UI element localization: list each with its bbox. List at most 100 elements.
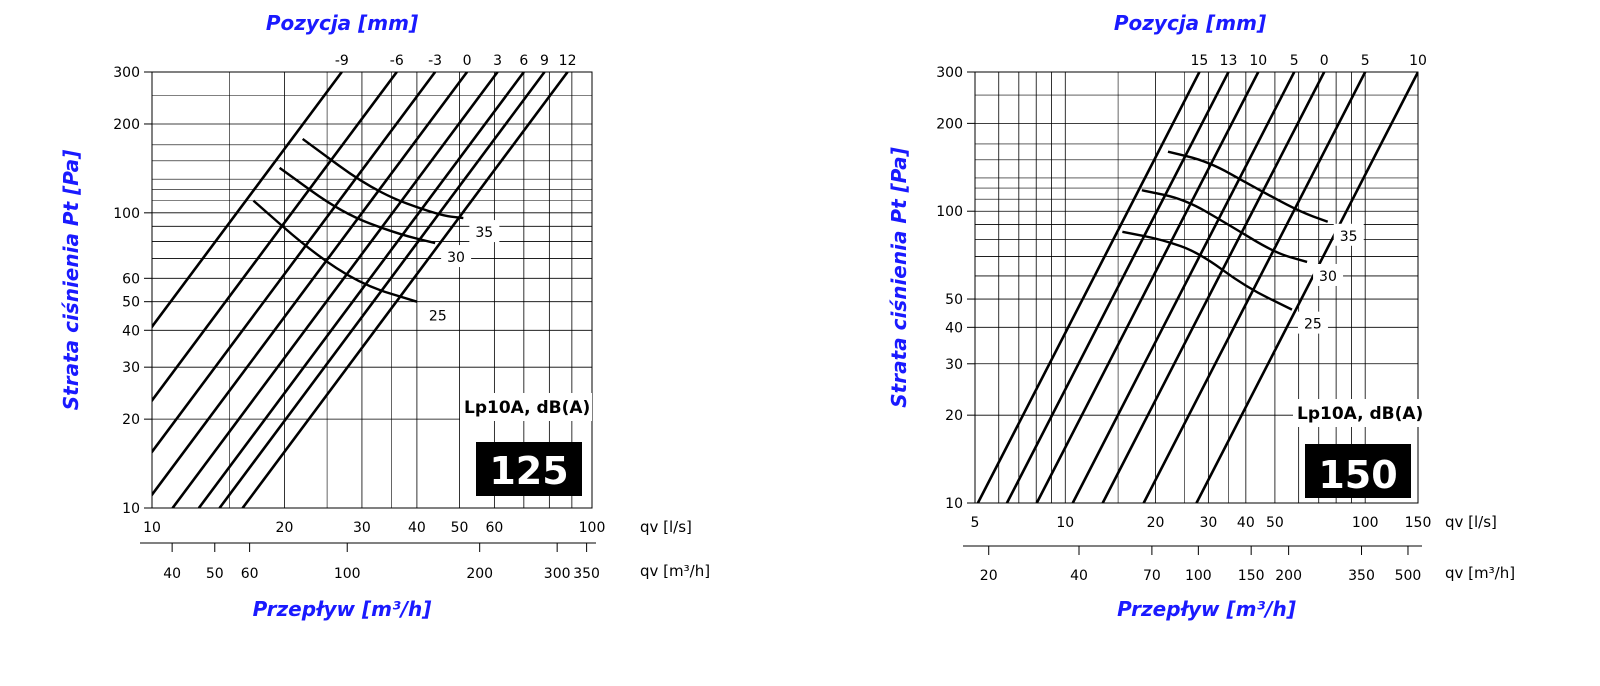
position-tick-label: 12 (559, 53, 577, 69)
position-line-0 (976, 72, 1201, 503)
position-tick-label: 15 (1190, 53, 1208, 69)
x-tick-label-ls: 20 (276, 520, 294, 536)
position-tick-label: 10 (1409, 53, 1427, 69)
x-tick-label-ls: 100 (1352, 515, 1379, 531)
x-unit-ls: qv [l/s] (1445, 513, 1497, 531)
y-tick-label: 200 (113, 117, 140, 133)
noise-label-bg (1297, 311, 1328, 334)
size-badge-label: 150 (1318, 453, 1397, 497)
noise-curve-35 (301, 137, 464, 220)
y-tick-label: 10 (945, 496, 963, 512)
x-tick-label-m3h: 500 (1395, 568, 1422, 584)
position-line-0 (152, 72, 343, 329)
noise-curve-30 (278, 166, 436, 245)
x-tick-label-m3h: 150 (1238, 568, 1265, 584)
x-tick-label-ls: 40 (1237, 515, 1255, 531)
y-tick-label: 200 (936, 116, 963, 132)
position-tick-label: -9 (335, 53, 349, 69)
x-tick-label-ls: 10 (1056, 515, 1074, 531)
y-tick-label: 40 (945, 320, 963, 336)
noise-curve-label-35: 35 (1340, 229, 1358, 245)
noise-curve-25 (252, 199, 418, 303)
position-line-4 (171, 72, 499, 508)
noise-label-bg (1293, 399, 1425, 427)
x-tick-label-m3h: 350 (1348, 568, 1375, 584)
y-tick-label: 300 (936, 65, 963, 81)
chart-125: 35 30 25 Pozycja [mm] -9 -6 -3 0 3 6 9 12 10 20 30 40 50… (59, 11, 710, 621)
x-tick-label-ls: 20 (1147, 515, 1165, 531)
position-line-3 (152, 72, 469, 497)
noise-curve-label-35: 35 (475, 225, 493, 241)
plot-frame (974, 71, 1419, 504)
y-tick-label: 100 (113, 206, 140, 222)
x-tick-label-m3h: 200 (466, 566, 493, 582)
y-axis-label: Strata ciśnienia Pt [Pa] (887, 147, 911, 408)
x-tick-label-ls: 30 (353, 520, 371, 536)
y-tick-label: 100 (936, 204, 963, 220)
noise-label-bg (460, 393, 592, 421)
x-tick-label-m3h: 70 (1143, 568, 1161, 584)
y-tick-label: 300 (113, 65, 140, 81)
position-line-5 (197, 72, 525, 508)
plot-frame (151, 71, 593, 509)
noise-curve-30 (1141, 189, 1308, 264)
position-tick-label: 5 (1361, 53, 1370, 69)
x-tick-label-ls: 150 (1405, 515, 1432, 531)
y-tick-label: 30 (945, 357, 963, 373)
size-badge-label: 125 (489, 449, 568, 493)
x-tick-label-m3h: 50 (206, 566, 224, 582)
position-line-2 (152, 72, 437, 455)
y-axis-label: Strata ciśnienia Pt [Pa] (59, 150, 83, 411)
noise-curves: 35 30 25 (252, 137, 500, 326)
x-tick-label-m3h: 60 (241, 566, 259, 582)
x-unit-m3h: qv [m³/h] (1445, 564, 1515, 582)
position-line-4 (1101, 72, 1326, 503)
size-badge (476, 442, 582, 496)
x-tick-label-m3h: 200 (1275, 568, 1302, 584)
position-line-5 (1142, 72, 1367, 503)
x-tick-label-m3h: 300 (544, 566, 571, 582)
y-tick-label: 20 (945, 408, 963, 424)
noise-label-bg (1313, 263, 1344, 286)
position-tick-label: 5 (1290, 53, 1299, 69)
x-axis-label: Przepływ [m³/h] (1117, 597, 1296, 621)
position-tick-label: 9 (540, 53, 549, 69)
x-tick-label-ls: 60 (485, 520, 503, 536)
x-tick-label-m3h: 40 (1070, 568, 1088, 584)
noise-label-bg (422, 303, 453, 326)
y-tick-label: 50 (945, 292, 963, 308)
position-tick-label: 0 (463, 53, 472, 69)
x-tick-label-m3h: 100 (334, 566, 361, 582)
position-line-2 (1035, 72, 1260, 503)
x-tick-label-ls: 50 (451, 520, 469, 536)
position-line-7 (241, 72, 569, 508)
noise-curve-label-25: 25 (1304, 317, 1322, 333)
x-tick-label-m3h: 40 (163, 566, 181, 582)
x-tick-label-ls: 30 (1199, 515, 1217, 531)
x-unit-m3h: qv [m³/h] (640, 562, 710, 580)
position-line-3 (1071, 72, 1296, 503)
x-tick-label-m3h: 100 (1185, 568, 1212, 584)
x-tick-label-m3h: 20 (980, 568, 998, 584)
size-badge (1305, 444, 1411, 498)
position-line-6 (1195, 72, 1418, 503)
position-axis-title: Pozycja [mm] (266, 11, 418, 35)
x-tick-label-ls: 40 (408, 520, 426, 536)
position-lines (976, 72, 1418, 503)
position-line-1 (1005, 72, 1230, 503)
noise-curves: 35 30 25 (1122, 150, 1364, 334)
noise-curve-label-30: 30 (447, 250, 465, 266)
noise-curve-label-30: 30 (1319, 269, 1337, 285)
position-tick-label: -3 (428, 53, 442, 69)
noise-label-bg (469, 220, 500, 243)
y-tick-label: 20 (122, 412, 140, 428)
y-tick-label: 10 (122, 501, 140, 517)
x-axis-label: Przepływ [m³/h] (253, 597, 432, 621)
noise-curve-35 (1167, 150, 1329, 223)
position-tick-label: 10 (1249, 53, 1267, 69)
position-tick-label: 0 (1320, 53, 1329, 69)
x-tick-label-m3h: 350 (573, 566, 600, 582)
y-tick-label: 40 (122, 323, 140, 339)
